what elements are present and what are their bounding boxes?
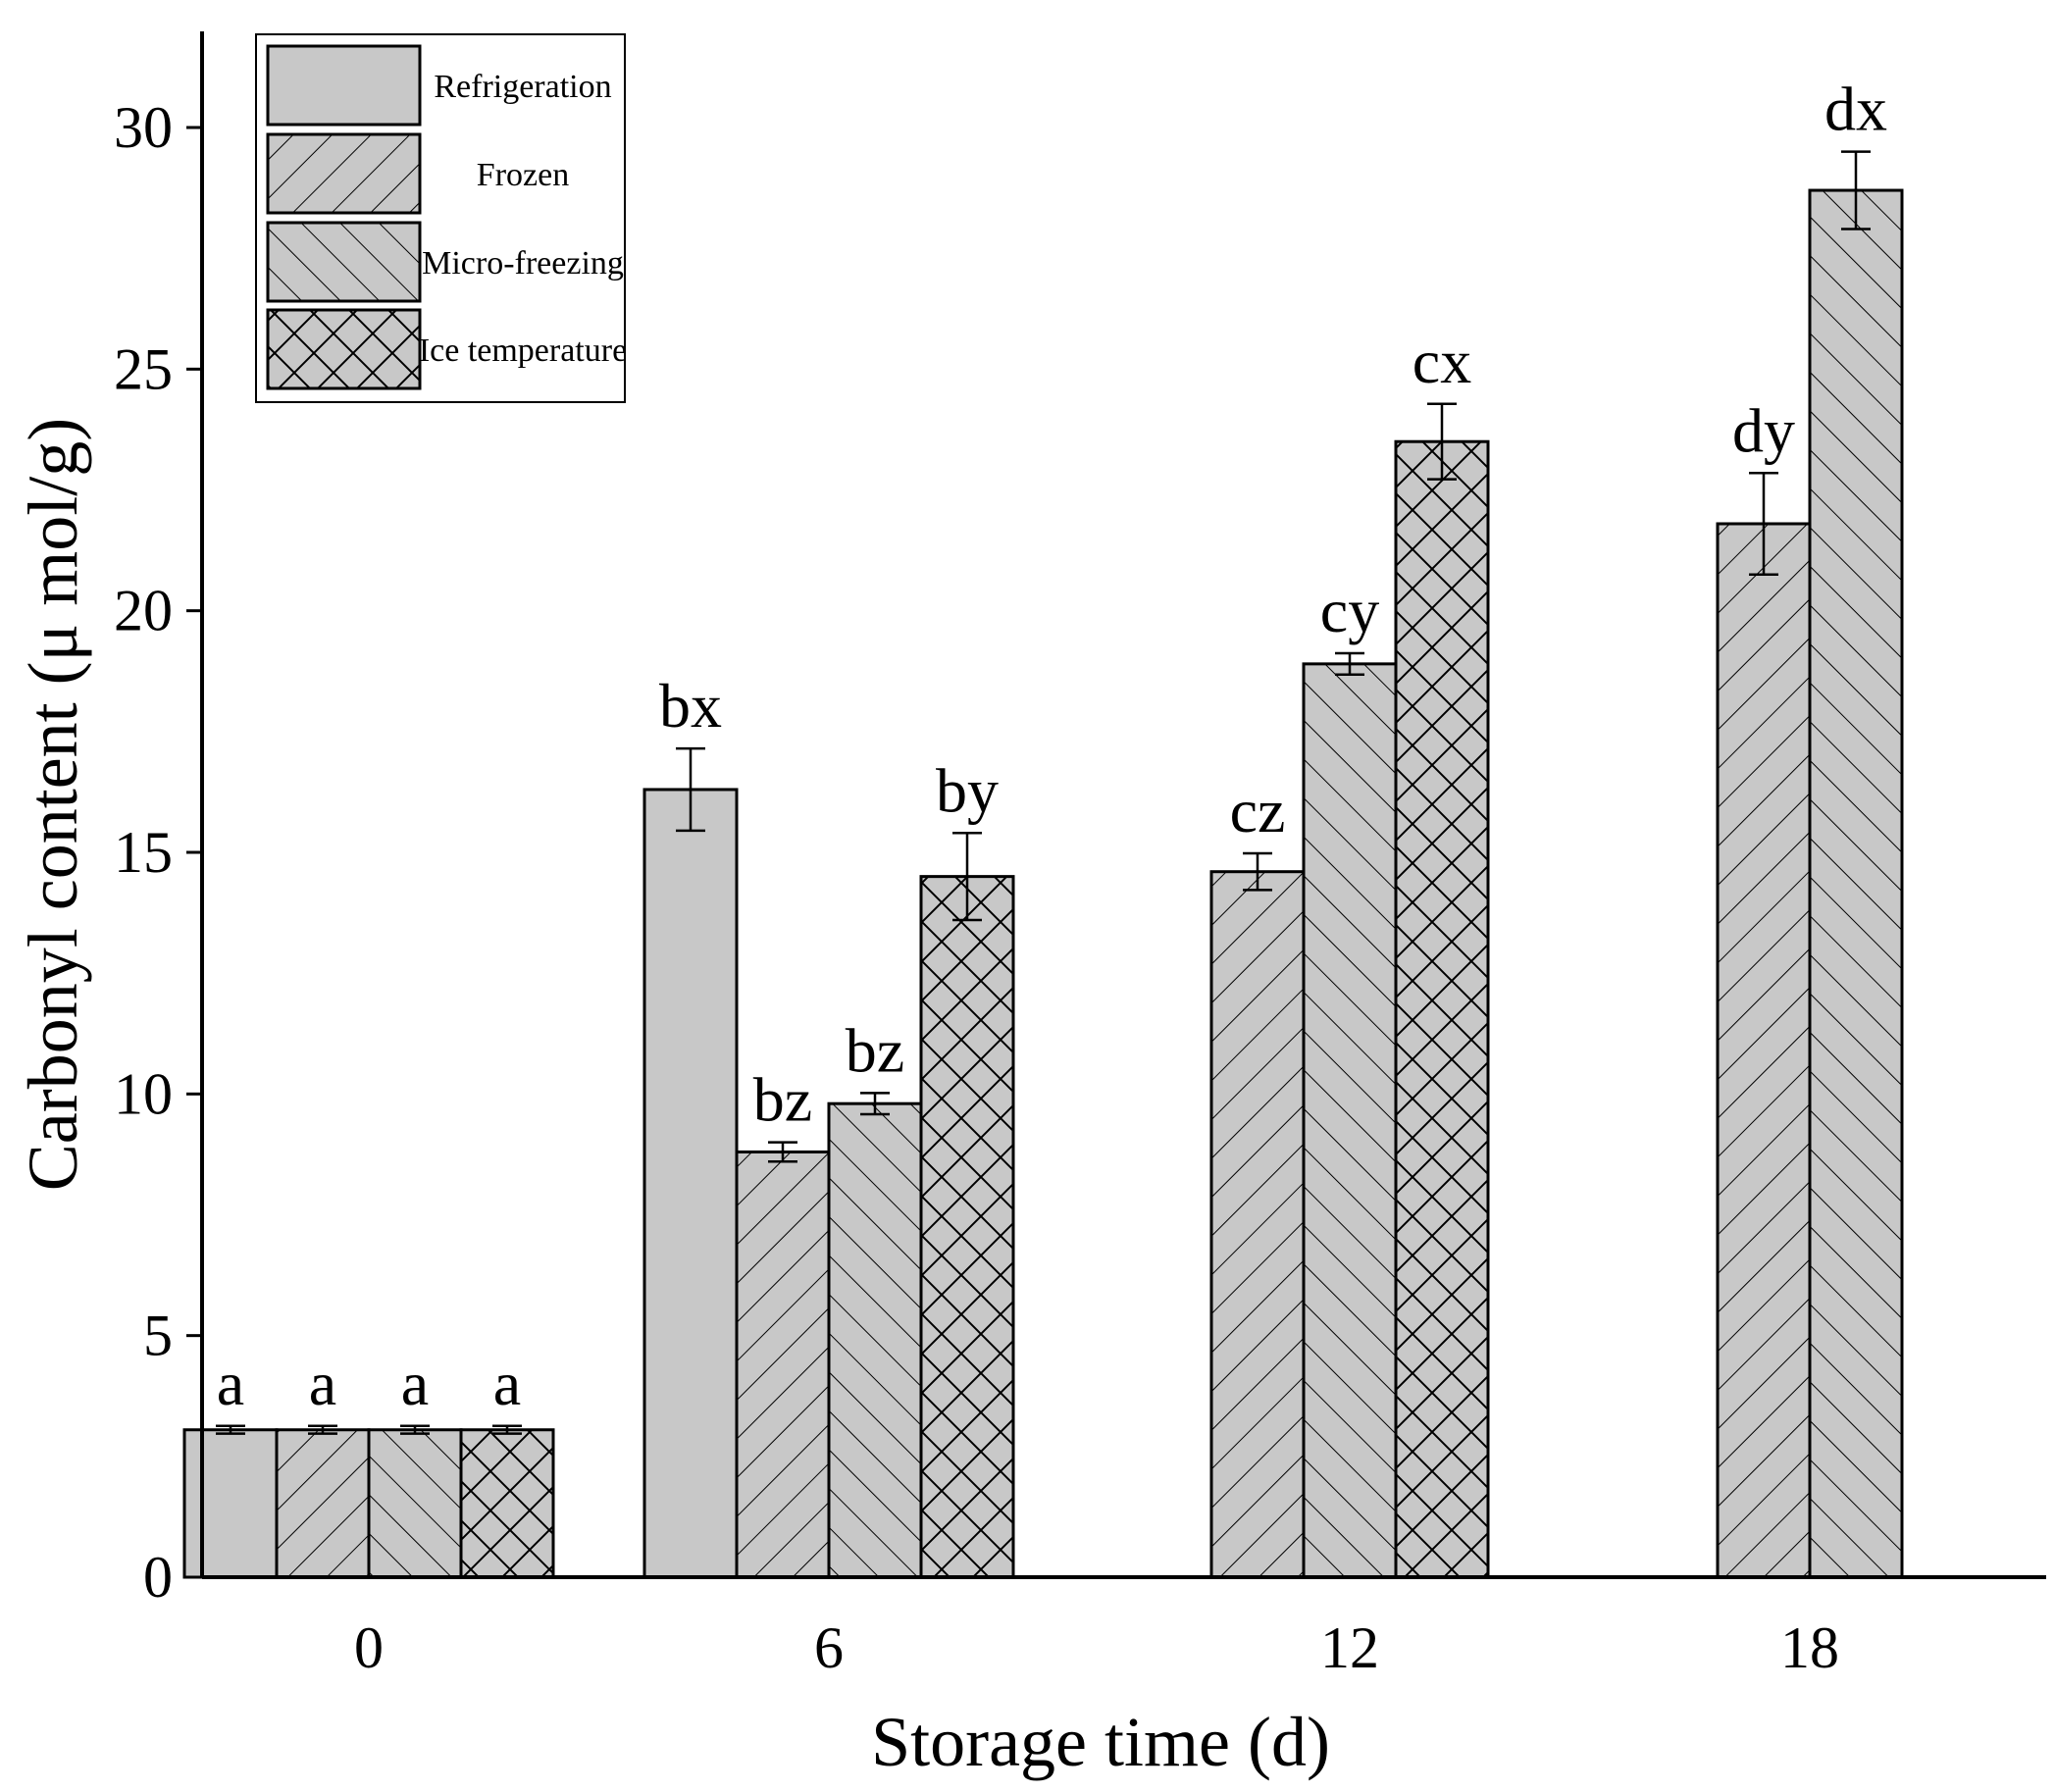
bar-ice-temperature-0 — [459, 1428, 555, 1579]
error-bar-ice-temperature-6 — [952, 832, 982, 922]
bar-micro-freezing-0 — [367, 1428, 463, 1579]
error-bar-micro-freezing-6 — [860, 1092, 890, 1116]
legend-swatch-refrigeration — [266, 44, 422, 127]
legend-swatch-micro-freezing — [266, 221, 422, 303]
y-tick-label: 25 — [114, 336, 173, 401]
error-bar-refrigeration-0 — [216, 1424, 245, 1435]
y-tick-label: 30 — [114, 95, 173, 160]
bar-frozen-18 — [1716, 522, 1812, 1579]
legend-swatch-frozen — [266, 132, 422, 215]
error-bar-micro-freezing-0 — [400, 1424, 430, 1435]
bar-micro-freezing-12 — [1302, 662, 1398, 1579]
y-axis-label: Carbonyl content (μ mol/g) — [14, 418, 92, 1191]
bar-refrigeration-6 — [642, 788, 739, 1579]
error-bars-group — [216, 150, 1871, 1435]
legend: Refrigeration Frozen Micro-freezing Ice tem… — [255, 33, 627, 403]
x-tick-label: 12 — [1320, 1615, 1379, 1680]
error-bar-ice-temperature-0 — [492, 1424, 522, 1435]
bar-refrigeration-0 — [182, 1428, 279, 1579]
legend-label-ice-temperature: Ice temperature — [419, 333, 627, 369]
legend-label-refrigeration: Refrigeration — [434, 69, 611, 105]
significance-label: bx — [659, 671, 722, 741]
y-tick-label: 15 — [114, 820, 173, 885]
bar-ice-temperature-6 — [919, 875, 1015, 1579]
x-ticks-group: 0 6 12 18 — [354, 1615, 1839, 1680]
significance-label: cz — [1230, 776, 1286, 845]
x-axis-label: Storage time (d) — [871, 1703, 1330, 1781]
bar-frozen-0 — [275, 1428, 371, 1579]
significance-label: cy — [1320, 576, 1379, 645]
significance-label: bz — [846, 1015, 904, 1085]
significance-label: bz — [753, 1065, 812, 1135]
error-bar-micro-freezing-18 — [1841, 150, 1871, 230]
error-bar-frozen-6 — [768, 1141, 797, 1163]
legend-label-micro-freezing: Micro-freezing — [422, 245, 624, 282]
legend-label-frozen: Frozen — [477, 157, 569, 193]
error-bar-frozen-18 — [1749, 472, 1778, 576]
bar-micro-freezing-18 — [1808, 188, 1904, 1579]
bar-ice-temperature-12 — [1394, 439, 1490, 1579]
bars-group — [182, 188, 1904, 1579]
significance-label: a — [493, 1349, 521, 1418]
bar-micro-freezing-6 — [827, 1101, 923, 1579]
x-tick-label: 18 — [1780, 1615, 1839, 1680]
x-tick-label: 0 — [354, 1615, 384, 1680]
legend-swatch-ice-temperature — [266, 308, 422, 390]
y-tick-label: 0 — [143, 1545, 173, 1610]
significance-label: dy — [1732, 395, 1795, 465]
error-bar-refrigeration-6 — [676, 746, 705, 833]
significance-label: dx — [1824, 75, 1887, 144]
significance-label: cx — [1413, 327, 1471, 396]
significance-label: a — [217, 1349, 244, 1418]
y-ticks-group: 0 5 10 15 20 25 30 — [114, 95, 202, 1610]
error-bar-frozen-12 — [1243, 851, 1272, 892]
bar-frozen-6 — [735, 1150, 831, 1579]
error-bar-micro-freezing-12 — [1335, 651, 1364, 676]
error-bar-frozen-0 — [308, 1424, 337, 1435]
significance-label: a — [401, 1349, 429, 1418]
y-tick-label: 20 — [114, 579, 173, 643]
y-tick-label: 5 — [143, 1304, 173, 1368]
significance-label: by — [936, 755, 999, 825]
error-bar-ice-temperature-12 — [1427, 402, 1457, 481]
bar-frozen-12 — [1209, 870, 1306, 1579]
y-tick-label: 10 — [114, 1061, 173, 1126]
significance-label: a — [309, 1349, 336, 1418]
x-tick-label: 6 — [814, 1615, 844, 1680]
